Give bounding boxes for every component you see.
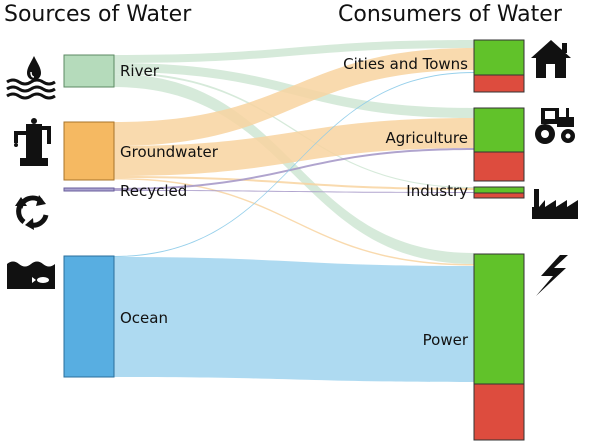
flow-river-cities [114,40,474,63]
consumer-industry-returned [473,192,525,199]
flow-river-industry [114,72,474,188]
consumer-agriculture-consumed [473,107,525,153]
lightning-icon [536,255,568,296]
source-label-recycled: Recycled [120,182,187,200]
source-label-river: River [120,62,160,80]
source-node-river [63,54,115,88]
flow-ocean-power [114,257,474,382]
consumer-nodes [473,39,525,441]
consumer-label-industry: Industry [406,182,468,200]
flow-recycled-industry [114,190,474,193]
consumer-label-agriculture: Agriculture [386,129,469,147]
source-node-groundwater [63,121,115,181]
consumer-label-power: Power [423,331,469,349]
consumer-cities-consumed [473,39,525,76]
ocean-fish-icon [7,261,55,289]
flow-groundwater-power [114,178,474,266]
consumer-cities-returned [473,74,525,93]
consumer-agriculture-returned [473,151,525,182]
factory-icon [532,189,578,219]
sources-title: Sources of Water [4,2,192,27]
source-node-ocean [63,255,115,378]
water-pump-icon [14,118,51,166]
flow-recycled-agriculture [114,148,474,190]
flow-groundwater-cities [114,48,474,146]
flow-groundwater-industry [114,176,474,190]
consumer-power-consumed [473,253,525,385]
tractor-icon [535,108,575,144]
source-label-groundwater: Groundwater [120,143,219,161]
house-icon [531,40,571,78]
water-drop-icon [6,56,56,100]
flows [114,40,474,382]
recycle-icon [15,195,49,230]
consumer-label-cities: Cities and Towns [343,55,468,73]
consumer-industry-consumed [473,186,525,194]
source-nodes [63,54,115,378]
flow-groundwater-agriculture [114,118,474,176]
consumers-title: Consumers of Water [338,2,563,27]
consumer-power-returned [473,383,525,441]
source-label-ocean: Ocean [120,309,168,327]
source-node-recycled [63,187,115,192]
